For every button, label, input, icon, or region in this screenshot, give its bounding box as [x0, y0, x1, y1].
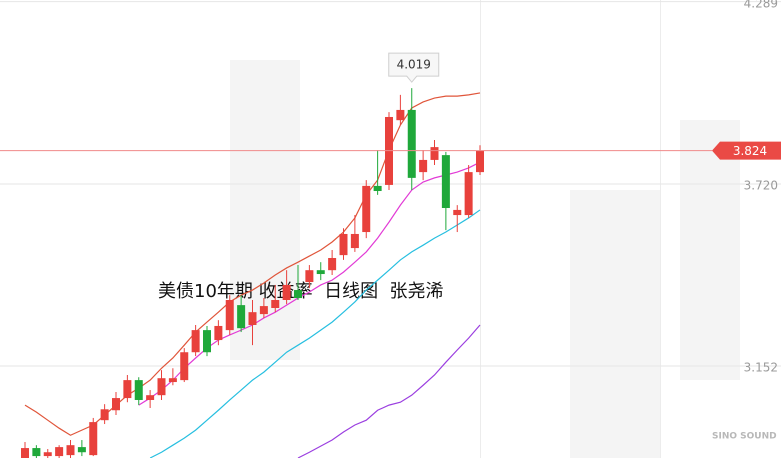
high-label: 4.019: [397, 58, 431, 72]
candle-body: [66, 445, 75, 456]
candle-body: [157, 378, 166, 396]
candle-body: [55, 447, 64, 457]
candle-body: [282, 284, 291, 300]
candle-body: [407, 109, 416, 178]
candle-body: [259, 306, 268, 315]
candle-body: [476, 150, 484, 173]
candle-body: [362, 185, 371, 233]
candle-body: [191, 330, 200, 353]
candle-body: [168, 378, 177, 383]
candle-body: [294, 290, 302, 299]
candle-body: [214, 325, 223, 341]
candle-body: [180, 352, 189, 381]
last-price-label: 3.824: [733, 144, 767, 158]
candles: [21, 88, 484, 458]
candle-body: [134, 380, 143, 400]
candle-body: [112, 398, 120, 411]
candle-body: [328, 258, 337, 271]
candle-body: [339, 233, 348, 256]
candle-body: [21, 448, 29, 458]
y-tick-label: 3.720: [744, 178, 778, 192]
candle-body: [441, 155, 450, 209]
high-callout: [388, 52, 440, 83]
candle-body: [77, 447, 86, 453]
candle-body: [43, 452, 52, 457]
candle-body: [464, 172, 473, 216]
candle-body: [316, 270, 325, 275]
candle-body: [248, 312, 257, 325]
candle-body: [32, 448, 41, 457]
candle-body: [123, 380, 132, 399]
y-tick-label: 4.289: [744, 0, 778, 11]
candle-body: [430, 147, 439, 160]
ma-line: [149, 209, 481, 458]
last-price-tag: [712, 141, 781, 160]
candle-body: [453, 209, 462, 216]
watermark: SINO SOUND: [712, 432, 777, 442]
candle-body: [271, 299, 280, 309]
candle-body: [203, 330, 211, 353]
candle-body: [237, 305, 246, 329]
candle-body: [373, 185, 382, 192]
y-tick-label: 3.152: [744, 361, 778, 375]
v-grid: [480, 0, 661, 458]
backdrop-building: [680, 120, 740, 380]
candle-body: [396, 109, 405, 121]
candle-body: [305, 270, 314, 283]
candle-body: [350, 233, 359, 249]
candle-body: [146, 395, 155, 400]
ma-line: [138, 161, 481, 406]
candle-body: [100, 409, 109, 421]
candle-body: [225, 299, 234, 331]
candle-body: [419, 159, 428, 173]
candle-body: [89, 422, 98, 456]
backdrop: [230, 60, 740, 458]
ma-line: [297, 324, 481, 458]
backdrop-building: [570, 190, 660, 458]
